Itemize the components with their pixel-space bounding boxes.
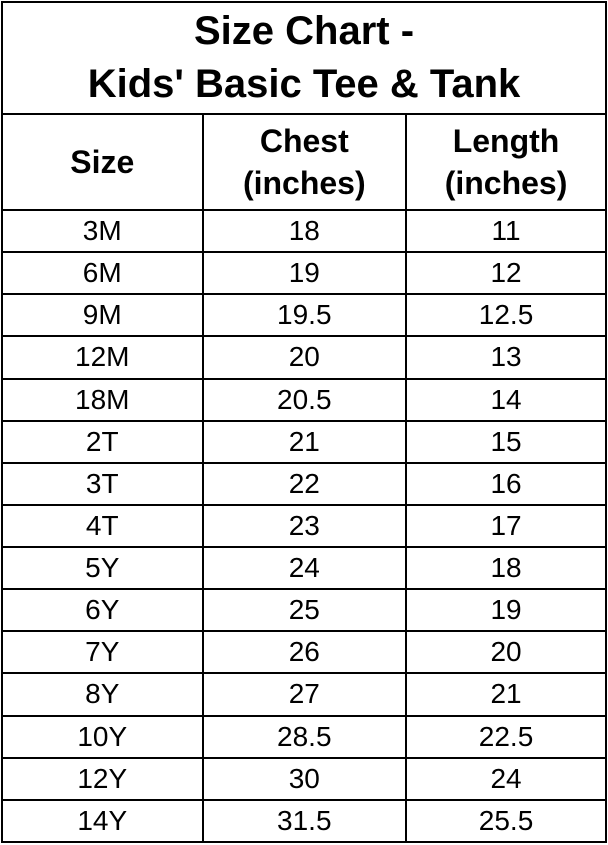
chest-cell: 20 <box>201 335 408 380</box>
table-row: 7Y 26 20 <box>1 630 607 675</box>
table-row: 2T 21 15 <box>1 419 607 464</box>
chest-cell: 19.5 <box>201 293 408 338</box>
size-cell: 8Y <box>1 672 204 717</box>
size-cell: 4T <box>1 503 204 549</box>
chest-cell: 23 <box>201 503 408 549</box>
size-cell: 5Y <box>1 545 204 591</box>
table-row: 10Y 28.5 22.5 <box>1 714 607 759</box>
table-row: 4T 23 17 <box>1 503 607 549</box>
column-header-size: Size <box>1 113 204 211</box>
page-title: Size Chart - Kids' Basic Tee & Tank <box>1 1 607 115</box>
size-cell: 2T <box>1 419 204 464</box>
chest-cell: 25 <box>201 588 408 633</box>
table-row: 12M 20 13 <box>1 335 607 380</box>
length-cell: 18 <box>405 545 607 591</box>
length-cell: 24 <box>405 756 607 801</box>
column-header-length: Length (inches) <box>405 113 607 211</box>
length-cell: 14 <box>405 377 607 422</box>
size-cell: 6M <box>1 251 204 296</box>
chest-cell: 19 <box>201 251 408 296</box>
table-row: 14Y 31.5 25.5 <box>1 798 607 844</box>
size-cell: 18M <box>1 377 204 422</box>
table-row: 6Y 25 19 <box>1 588 607 633</box>
size-cell: 12Y <box>1 756 204 801</box>
size-cell: 14Y <box>1 798 204 844</box>
chest-cell: 30 <box>201 756 408 801</box>
chest-cell: 31.5 <box>201 798 408 844</box>
size-cell: 3T <box>1 461 204 506</box>
length-cell: 16 <box>405 461 607 506</box>
table-row: 18M 20.5 14 <box>1 377 607 422</box>
chest-cell: 22 <box>201 461 408 506</box>
length-cell: 19 <box>405 588 607 633</box>
table-row: 9M 19.5 12.5 <box>1 293 607 338</box>
length-cell: 12 <box>405 251 607 296</box>
size-cell: 10Y <box>1 714 204 759</box>
column-header-chest: Chest (inches) <box>201 113 408 211</box>
length-cell: 25.5 <box>405 798 607 844</box>
title-row: Size Chart - Kids' Basic Tee & Tank <box>1 1 607 115</box>
chest-cell: 28.5 <box>201 714 408 759</box>
table-row: 3T 22 16 <box>1 461 607 506</box>
size-cell: 6Y <box>1 588 204 633</box>
table-row: 5Y 24 18 <box>1 545 607 591</box>
length-cell: 22.5 <box>405 714 607 759</box>
table-row: 12Y 30 24 <box>1 756 607 801</box>
table-row: 3M 18 11 <box>1 208 607 254</box>
chest-cell: 27 <box>201 672 408 717</box>
chest-cell: 18 <box>201 208 408 254</box>
table-row: 8Y 27 21 <box>1 672 607 717</box>
chest-cell: 20.5 <box>201 377 408 422</box>
length-cell: 21 <box>405 672 607 717</box>
length-cell: 12.5 <box>405 293 607 338</box>
chest-cell: 26 <box>201 630 408 675</box>
table-row: 6M 19 12 <box>1 251 607 296</box>
table-body: 3M 18 11 6M 19 12 9M 19.5 12.5 12M 20 13 18M 20.5 14 2T… <box>1 208 607 844</box>
length-cell: 20 <box>405 630 607 675</box>
length-cell: 17 <box>405 503 607 549</box>
chest-cell: 24 <box>201 545 408 591</box>
size-cell: 7Y <box>1 630 204 675</box>
size-cell: 12M <box>1 335 204 380</box>
chest-cell: 21 <box>201 419 408 464</box>
length-cell: 15 <box>405 419 607 464</box>
header-row: Size Chest (inches) Length (inches) <box>1 113 607 211</box>
length-cell: 13 <box>405 335 607 380</box>
length-cell: 11 <box>405 208 607 254</box>
size-cell: 9M <box>1 293 204 338</box>
size-cell: 3M <box>1 208 204 254</box>
